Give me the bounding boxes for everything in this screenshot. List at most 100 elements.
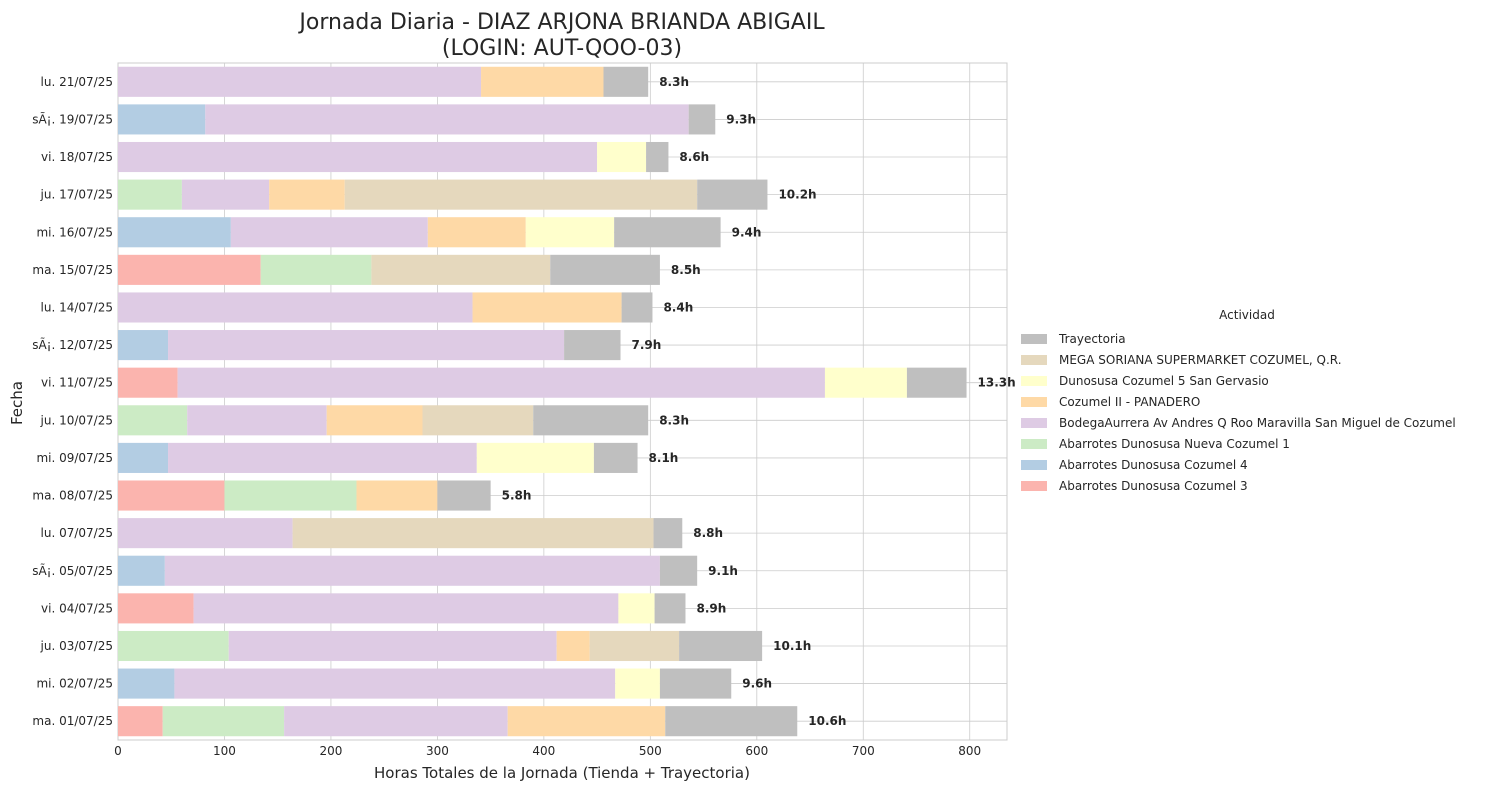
bar-segment xyxy=(193,593,619,624)
bars xyxy=(118,66,967,737)
bar-segment xyxy=(550,254,660,285)
bar-segment xyxy=(292,518,654,549)
bar-segment xyxy=(476,442,594,473)
total-label: 9.3h xyxy=(726,112,756,126)
total-label: 5.8h xyxy=(502,489,532,503)
bar-segment xyxy=(597,141,647,173)
bar-segment xyxy=(284,706,508,737)
legend-swatch xyxy=(1021,354,1047,365)
bar-segment xyxy=(228,630,557,662)
legend-label: MEGA SORIANA SUPERMARKET COZUMEL, Q.R. xyxy=(1059,352,1342,367)
legend-label: Trayectoria xyxy=(1059,331,1126,346)
bar-segment xyxy=(659,668,732,699)
bar-segment xyxy=(118,367,178,398)
legend-item: Abarrotes Dunosusa Cozumel 4 xyxy=(1014,454,1484,475)
total-label: 10.2h xyxy=(778,188,816,202)
total-label: 13.3h xyxy=(978,376,1016,390)
bar-segment xyxy=(481,66,604,97)
y-tick-label: sÃ¡. 19/07/25 xyxy=(32,111,113,126)
y-tick-label: mi. 16/07/25 xyxy=(36,225,113,239)
bar-segment xyxy=(187,405,327,436)
bar-segment xyxy=(168,442,477,473)
x-tick-label: 600 xyxy=(745,744,768,758)
legend-item: BodegaAurrera Av Andres Q Roo Maravilla … xyxy=(1014,412,1484,433)
chart-title: Jornada Diaria - DIAZ ARJONA BRIANDA ABI… xyxy=(297,10,825,35)
bar-segment xyxy=(168,330,565,361)
bar-segment xyxy=(118,706,163,737)
legend-items: Trayectoria MEGA SORIANA SUPERMARKET COZU… xyxy=(1014,328,1484,496)
y-tick-label: vi. 18/07/25 xyxy=(41,150,113,164)
bar-segment xyxy=(621,292,653,323)
bar-segment xyxy=(427,217,526,248)
bar-segment xyxy=(533,405,649,436)
x-tick-label: 200 xyxy=(319,744,342,758)
x-tick-label: 800 xyxy=(958,744,981,758)
y-tick-label: sÃ¡. 05/07/25 xyxy=(32,563,113,578)
total-label: 8.5h xyxy=(671,263,701,277)
bar-segment xyxy=(118,66,482,97)
legend-item: Cozumel II - PANADERO xyxy=(1014,391,1484,412)
bar-segment xyxy=(437,480,491,511)
bar-segment xyxy=(118,330,169,361)
legend-label: Abarrotes Dunosusa Nueva Cozumel 1 xyxy=(1059,436,1290,451)
y-tick-label: lu. 21/07/25 xyxy=(41,75,113,89)
legend-item: Trayectoria xyxy=(1014,328,1484,349)
bar-segment xyxy=(177,367,825,398)
y-tick-label: ju. 03/07/25 xyxy=(40,639,113,653)
bar-segment xyxy=(654,593,686,624)
data-labels: 8.3h 9.3h 8.6h 10.2h 9.4h 8.5h 8.4h 7.9h 13.3h 8.… xyxy=(502,75,1016,728)
legend-label: BodegaAurrera Av Andres Q Roo Maravilla … xyxy=(1059,415,1456,430)
legend-swatch xyxy=(1021,333,1047,344)
plot-frame xyxy=(117,62,1008,741)
bar-segment xyxy=(118,668,175,699)
bar-segment xyxy=(371,254,551,285)
bar-segment xyxy=(118,254,261,285)
bar-segment xyxy=(118,405,188,436)
y-tick-label: ju. 10/07/25 xyxy=(40,413,113,427)
x-axis-label: Horas Totales de la Jornada (Tienda + Tr… xyxy=(374,764,750,782)
total-label: 8.6h xyxy=(679,150,709,164)
legend-label: Abarrotes Dunosusa Cozumel 4 xyxy=(1059,457,1248,472)
bar-segment xyxy=(230,217,428,248)
legend-swatch xyxy=(1021,459,1047,470)
bar-segment xyxy=(659,555,698,586)
bar-segment xyxy=(118,217,231,248)
legend-title: Actividad xyxy=(1219,308,1275,322)
bar-segment xyxy=(556,630,590,662)
bar-segment xyxy=(224,480,357,511)
bar-segment xyxy=(615,668,660,699)
y-tick-label: ma. 01/07/25 xyxy=(32,714,113,728)
bar-segment xyxy=(507,706,666,737)
chart-subtitle: (LOGIN: AUT-QOO-03) xyxy=(442,36,682,61)
y-tick-label: ma. 08/07/25 xyxy=(32,489,113,503)
bar-segment xyxy=(422,405,534,436)
legend: Actividad Trayectoria MEGA SORIANA SUPERM… xyxy=(1014,308,1484,496)
total-label: 8.4h xyxy=(663,300,693,314)
legend-swatch xyxy=(1021,375,1047,386)
bar-segment xyxy=(205,104,689,135)
y-axis-label: Fecha xyxy=(8,381,26,425)
legend-swatch xyxy=(1021,480,1047,491)
legend-swatch xyxy=(1021,417,1047,428)
bar-segment xyxy=(118,442,169,473)
bar-segment xyxy=(118,141,598,173)
y-tick-label: lu. 14/07/25 xyxy=(41,300,113,314)
bar-segment xyxy=(646,141,669,173)
bar-segment xyxy=(118,593,194,624)
bar-segment xyxy=(174,668,616,699)
y-tick-label: mi. 02/07/25 xyxy=(36,677,113,691)
bar-segment xyxy=(118,518,293,549)
total-label: 9.1h xyxy=(708,564,738,578)
bar-segment xyxy=(665,706,798,737)
bar-segment xyxy=(603,66,649,97)
legend-item: MEGA SORIANA SUPERMARKET COZUMEL, Q.R. xyxy=(1014,349,1484,370)
total-label: 9.4h xyxy=(732,225,762,239)
legend-label: Cozumel II - PANADERO xyxy=(1059,394,1201,409)
legend-item: Abarrotes Dunosusa Cozumel 3 xyxy=(1014,475,1484,496)
bar-segment xyxy=(162,706,285,737)
bar-segment xyxy=(181,179,270,210)
x-tick-label: 400 xyxy=(532,744,555,758)
y-tick-label: mi. 09/07/25 xyxy=(36,451,113,465)
bar-segment xyxy=(525,217,615,248)
